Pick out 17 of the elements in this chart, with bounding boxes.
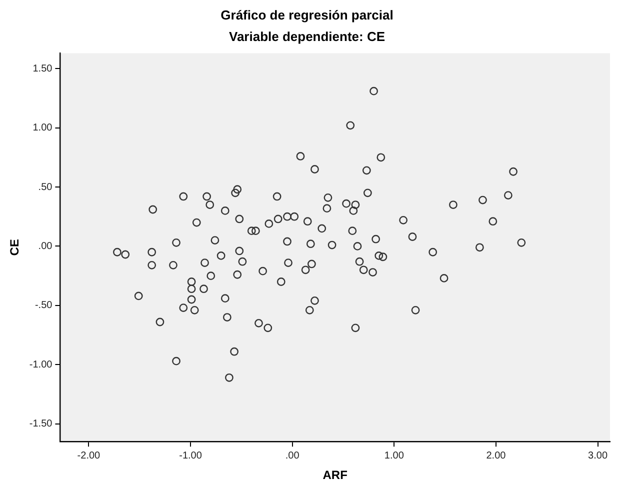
x-tick-label: .00 (285, 450, 300, 462)
x-tick-label: 2.00 (486, 450, 506, 462)
y-axis-title: CE (8, 239, 22, 256)
chart-title: Gráfico de regresión parcial (220, 7, 394, 22)
x-tick-label: -2.00 (77, 450, 101, 462)
x-axis-title: ARF (322, 468, 348, 482)
y-tick-label: -.50 (34, 300, 53, 312)
chart-subtitle: Variable dependiente: CE (228, 28, 386, 44)
y-tick-label: .50 (38, 182, 53, 193)
x-tick-label: 3.00 (588, 450, 608, 462)
y-tick-label: -1.50 (29, 418, 53, 430)
x-tick-label: 1.00 (384, 450, 404, 462)
y-tick-label: .00 (38, 240, 53, 252)
x-tick-label: -1.00 (179, 450, 202, 462)
y-tick-label: 1.50 (32, 63, 53, 74)
y-tick-label: -1.00 (29, 359, 53, 370)
y-tick-label: 1.00 (32, 122, 53, 134)
